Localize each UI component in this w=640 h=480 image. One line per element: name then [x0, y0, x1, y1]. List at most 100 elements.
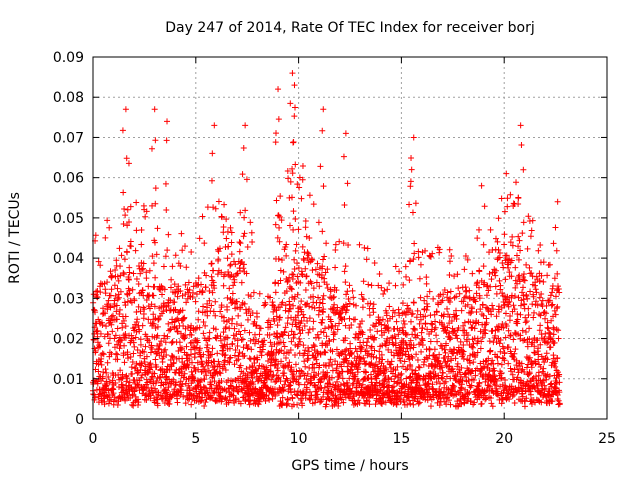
data-point [534, 337, 541, 344]
data-point [544, 340, 551, 347]
data-point [407, 183, 414, 190]
data-point [149, 253, 156, 260]
data-point [453, 316, 460, 323]
data-point [204, 300, 211, 307]
data-point [312, 266, 319, 273]
data-point [159, 291, 166, 298]
data-point [529, 376, 536, 383]
data-point [550, 331, 557, 338]
data-point [180, 393, 187, 400]
data-point [128, 364, 135, 371]
data-point [412, 367, 419, 374]
data-point-outlier [320, 106, 327, 113]
data-point [363, 360, 370, 367]
data-point [199, 394, 206, 401]
data-point [217, 308, 224, 315]
data-point [407, 400, 414, 407]
data-point [397, 372, 404, 379]
data-point [461, 266, 468, 273]
data-point [550, 324, 557, 331]
data-point [177, 288, 184, 295]
data-point [344, 303, 351, 310]
data-point [125, 276, 132, 283]
data-point [151, 283, 158, 290]
data-point [537, 241, 544, 248]
data-point [193, 291, 200, 298]
data-point [399, 350, 406, 357]
data-point [253, 323, 260, 330]
data-point [316, 362, 323, 369]
data-point [371, 259, 378, 266]
data-point [417, 294, 424, 301]
data-point [327, 356, 334, 363]
data-point [492, 267, 499, 274]
x-axis-label: GPS time / hours [291, 458, 408, 474]
data-point [278, 217, 285, 224]
data-point [414, 307, 421, 314]
data-point [186, 286, 193, 293]
data-point [494, 238, 501, 245]
data-point [215, 198, 222, 205]
data-point [225, 269, 232, 276]
data-point [278, 256, 285, 263]
data-point [503, 323, 510, 330]
data-point [233, 298, 240, 305]
data-point [533, 289, 540, 296]
data-point [422, 376, 429, 383]
data-point [309, 361, 316, 368]
data-point [423, 300, 430, 307]
data-point [453, 293, 460, 300]
data-point [314, 395, 321, 402]
data-point [312, 372, 319, 379]
data-point [239, 336, 246, 343]
data-point [248, 229, 255, 236]
data-point [520, 219, 527, 226]
data-point [330, 381, 337, 388]
data-point [548, 302, 555, 309]
data-point [473, 290, 480, 297]
data-point [94, 288, 101, 295]
data-point [195, 275, 202, 282]
data-point [474, 235, 481, 242]
data-point [169, 263, 176, 270]
data-point [302, 265, 309, 272]
data-point [477, 328, 484, 335]
data-point [246, 306, 253, 313]
data-point [114, 402, 121, 409]
data-point [410, 401, 417, 408]
data-point [182, 332, 189, 339]
data-point [208, 177, 215, 184]
data-point [426, 345, 433, 352]
data-point [302, 363, 309, 370]
data-point [118, 252, 125, 259]
data-point [474, 337, 481, 344]
data-point [177, 263, 184, 270]
data-point [156, 346, 163, 353]
data-point [200, 351, 207, 358]
data-point [144, 379, 151, 386]
data-point [288, 389, 295, 396]
data-point [243, 365, 250, 372]
data-point [479, 301, 486, 308]
data-point [172, 289, 179, 296]
data-point [508, 273, 515, 280]
data-point [284, 167, 291, 174]
data-point [250, 289, 257, 296]
data-point [505, 344, 512, 351]
data-point [419, 337, 426, 344]
data-point [342, 351, 349, 358]
data-point [364, 245, 371, 252]
data-point [297, 330, 304, 337]
data-point [95, 258, 102, 265]
data-point [238, 279, 245, 286]
data-point [104, 279, 111, 286]
data-point [349, 287, 356, 294]
data-point [284, 377, 291, 384]
data-point [235, 388, 242, 395]
data-point [500, 324, 507, 331]
data-point [206, 329, 213, 336]
data-point [519, 289, 526, 296]
data-point [258, 349, 265, 356]
data-point [102, 290, 109, 297]
data-point [209, 395, 216, 402]
